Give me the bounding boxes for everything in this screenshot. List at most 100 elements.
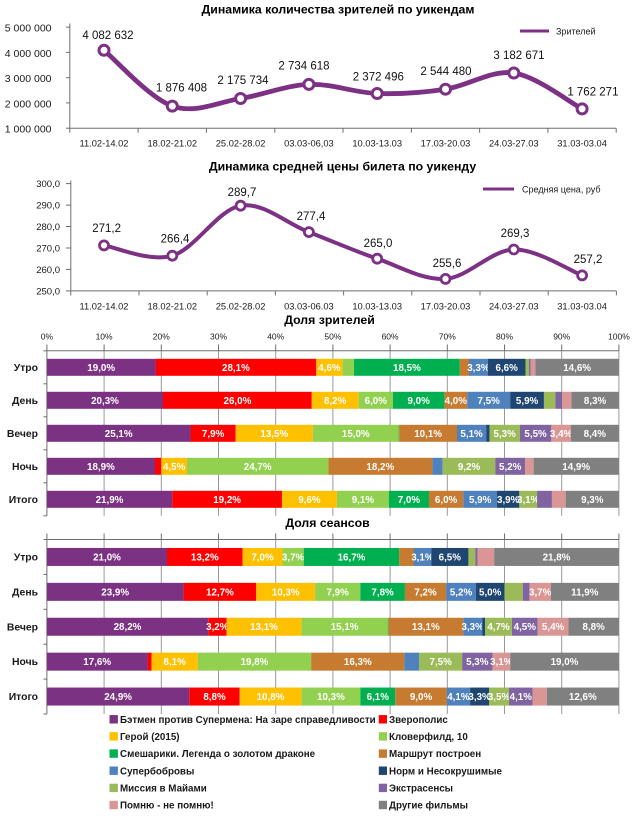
svg-text:15,1%: 15,1% bbox=[331, 622, 359, 633]
svg-text:31.03-03.04: 31.03-03.04 bbox=[557, 302, 607, 312]
svg-text:25.02-28.02: 25.02-28.02 bbox=[216, 302, 266, 312]
svg-text:280,0: 280,0 bbox=[36, 222, 60, 233]
svg-text:16,3%: 16,3% bbox=[344, 657, 372, 668]
svg-text:24.03-27.03: 24.03-27.03 bbox=[489, 302, 539, 312]
svg-text:290,0: 290,0 bbox=[36, 201, 60, 212]
svg-text:11.02-14.02: 11.02-14.02 bbox=[80, 302, 129, 312]
svg-text:5,3%: 5,3% bbox=[466, 657, 489, 668]
svg-text:14,6%: 14,6% bbox=[563, 363, 591, 374]
svg-text:10%: 10% bbox=[96, 332, 113, 342]
svg-text:20%: 20% bbox=[153, 332, 170, 342]
svg-text:3,5%: 3,5% bbox=[488, 692, 511, 703]
svg-text:19,8%: 19,8% bbox=[241, 657, 269, 668]
svg-text:30%: 30% bbox=[210, 332, 227, 342]
svg-text:7,8%: 7,8% bbox=[371, 587, 394, 598]
svg-text:Доля зрителей: Доля зрителей bbox=[284, 313, 375, 327]
svg-text:8,3%: 8,3% bbox=[584, 396, 607, 407]
svg-text:Смешарики. Легенда о золотом д: Смешарики. Легенда о золотом драконе bbox=[120, 749, 316, 760]
svg-text:День: День bbox=[12, 588, 38, 599]
svg-text:2 544 480: 2 544 480 bbox=[420, 66, 471, 78]
svg-text:Динамика количества зрителей п: Динамика количества зрителей по уикендам bbox=[202, 3, 475, 17]
svg-text:2 000 000: 2 000 000 bbox=[5, 98, 52, 110]
svg-text:6,0%: 6,0% bbox=[435, 495, 458, 506]
svg-text:3,2%: 3,2% bbox=[206, 622, 229, 633]
svg-text:19,0%: 19,0% bbox=[87, 363, 115, 374]
svg-text:7,0%: 7,0% bbox=[398, 495, 421, 506]
svg-text:8,1%: 8,1% bbox=[164, 657, 187, 668]
svg-text:4,5%: 4,5% bbox=[163, 462, 186, 473]
svg-text:Утро: Утро bbox=[14, 553, 38, 564]
svg-text:10,3%: 10,3% bbox=[317, 692, 345, 703]
svg-text:8,8%: 8,8% bbox=[583, 622, 606, 633]
svg-text:4 000 000: 4 000 000 bbox=[5, 48, 52, 60]
svg-text:Зрителей: Зрителей bbox=[556, 26, 595, 36]
svg-text:6,0%: 6,0% bbox=[365, 396, 388, 407]
svg-text:Другие фильмы: Другие фильмы bbox=[389, 801, 468, 812]
svg-text:Динамика средней цены билета п: Динамика средней цены билета по уикенду bbox=[209, 160, 477, 174]
svg-text:3,3%: 3,3% bbox=[462, 622, 485, 633]
svg-text:Миссия в Майами: Миссия в Майами bbox=[120, 784, 207, 795]
svg-text:3,7%: 3,7% bbox=[529, 587, 552, 598]
svg-text:3,1%: 3,1% bbox=[517, 495, 540, 506]
svg-text:Герой (2015): Герой (2015) bbox=[120, 732, 180, 743]
svg-text:Бэтмен против Супермена: На за: Бэтмен против Супермена: На заре справед… bbox=[120, 715, 376, 726]
svg-text:10.03-13.03: 10.03-13.03 bbox=[352, 139, 402, 149]
svg-text:250,0: 250,0 bbox=[36, 286, 60, 297]
svg-text:4,1%: 4,1% bbox=[510, 692, 533, 703]
svg-text:9,1%: 9,1% bbox=[352, 495, 375, 506]
svg-text:257,2: 257,2 bbox=[574, 254, 603, 266]
svg-text:4,0%: 4,0% bbox=[445, 396, 468, 407]
svg-text:24.03-27.03: 24.03-27.03 bbox=[489, 139, 539, 149]
svg-text:255,6: 255,6 bbox=[433, 258, 462, 270]
svg-text:Вечер: Вечер bbox=[7, 429, 38, 440]
svg-text:День: День bbox=[12, 396, 38, 407]
svg-text:4,1%: 4,1% bbox=[447, 692, 470, 703]
svg-text:10,1%: 10,1% bbox=[414, 429, 442, 440]
svg-text:7,2%: 7,2% bbox=[414, 587, 437, 598]
svg-text:9,3%: 9,3% bbox=[581, 495, 604, 506]
svg-text:4,5%: 4,5% bbox=[514, 622, 537, 633]
svg-text:6,5%: 6,5% bbox=[439, 553, 462, 564]
svg-text:80%: 80% bbox=[496, 332, 513, 342]
svg-text:Утро: Утро bbox=[14, 363, 38, 374]
svg-text:12,6%: 12,6% bbox=[569, 692, 597, 703]
svg-text:8,2%: 8,2% bbox=[324, 396, 347, 407]
svg-text:5,9%: 5,9% bbox=[516, 396, 539, 407]
svg-text:2 372 496: 2 372 496 bbox=[353, 71, 404, 83]
svg-text:Кловерфилд, 10: Кловерфилд, 10 bbox=[389, 732, 468, 743]
svg-text:18,9%: 18,9% bbox=[87, 462, 115, 473]
svg-text:5,2%: 5,2% bbox=[499, 462, 522, 473]
svg-text:7,9%: 7,9% bbox=[327, 587, 350, 598]
svg-text:Средняя цена, руб: Средняя цена, руб bbox=[522, 184, 600, 194]
svg-text:Ночь: Ночь bbox=[12, 462, 38, 473]
svg-text:13,2%: 13,2% bbox=[191, 553, 219, 564]
svg-text:3,1%: 3,1% bbox=[411, 553, 434, 564]
svg-text:3 182 671: 3 182 671 bbox=[493, 50, 544, 62]
svg-text:Экстрасенсы: Экстрасенсы bbox=[389, 784, 453, 795]
svg-text:10.03-13.03: 10.03-13.03 bbox=[352, 302, 402, 312]
svg-text:18.02-21.02: 18.02-21.02 bbox=[147, 302, 197, 312]
svg-text:300,0: 300,0 bbox=[36, 179, 60, 190]
svg-text:Норм и Несокрушимые: Норм и Несокрушимые bbox=[389, 766, 502, 777]
svg-text:4,6%: 4,6% bbox=[318, 363, 341, 374]
svg-text:17,6%: 17,6% bbox=[83, 657, 111, 668]
svg-text:28,1%: 28,1% bbox=[222, 363, 250, 374]
svg-text:18,5%: 18,5% bbox=[393, 363, 421, 374]
svg-text:5,9%: 5,9% bbox=[469, 495, 492, 506]
svg-text:Супербобровы: Супербобровы bbox=[120, 766, 194, 777]
svg-text:Зверополис: Зверополис bbox=[389, 715, 448, 726]
svg-text:23,9%: 23,9% bbox=[101, 587, 129, 598]
svg-text:7,5%: 7,5% bbox=[478, 396, 501, 407]
svg-text:20,3%: 20,3% bbox=[91, 396, 119, 407]
svg-text:277,4: 277,4 bbox=[297, 211, 326, 223]
svg-text:03.03-06,03: 03.03-06,03 bbox=[284, 139, 334, 149]
svg-text:260,0: 260,0 bbox=[36, 265, 60, 276]
svg-text:19,0%: 19,0% bbox=[551, 657, 579, 668]
svg-text:17.03-20.03: 17.03-20.03 bbox=[421, 302, 471, 312]
svg-text:8,4%: 8,4% bbox=[584, 429, 607, 440]
svg-text:Доля сеансов: Доля сеансов bbox=[285, 516, 370, 530]
svg-text:5,2%: 5,2% bbox=[450, 587, 473, 598]
svg-text:5,1%: 5,1% bbox=[460, 429, 483, 440]
svg-text:7,0%: 7,0% bbox=[251, 553, 274, 564]
svg-text:Помню - не помню!: Помню - не помню! bbox=[120, 801, 214, 812]
